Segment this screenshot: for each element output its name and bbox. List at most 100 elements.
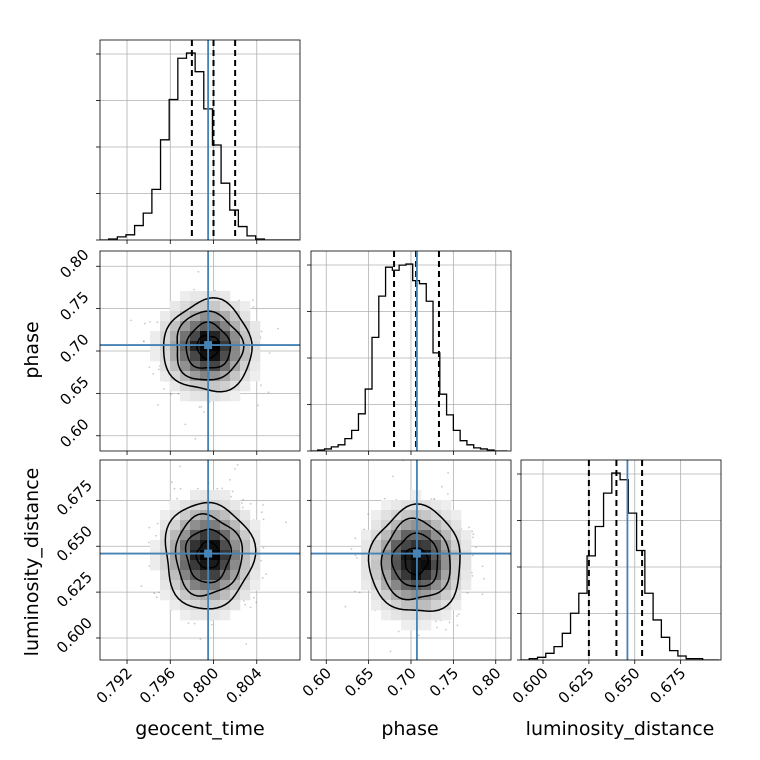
density-cell	[230, 351, 241, 362]
contours	[164, 501, 257, 610]
density-cell	[170, 530, 181, 541]
density-cell	[391, 500, 402, 511]
sample-point	[198, 406, 201, 408]
density-cell	[210, 580, 221, 591]
density-cell	[220, 341, 231, 352]
truth-marker	[412, 549, 421, 558]
density-cell	[431, 520, 442, 531]
histogram-step	[100, 52, 299, 240]
x-axis-label-geocent-time: geocent_time	[135, 718, 264, 740]
density-cell	[421, 520, 432, 531]
density-cell	[230, 580, 241, 591]
sample-point	[483, 577, 485, 580]
density-cell	[210, 490, 221, 501]
density-cell	[190, 510, 201, 521]
density-cell	[240, 351, 251, 362]
density-cell	[210, 361, 221, 372]
density-cell	[250, 570, 261, 581]
density-cell	[210, 550, 221, 561]
density-cell	[371, 600, 382, 611]
density-cell	[240, 510, 251, 521]
density-cell	[210, 600, 221, 611]
grid	[311, 251, 511, 451]
density-cell	[381, 530, 392, 541]
sample-point	[471, 530, 473, 533]
density-cell	[391, 600, 402, 611]
density-cell	[240, 301, 251, 312]
sample-point	[392, 475, 394, 478]
density-cell	[210, 520, 221, 531]
contour-line	[380, 517, 451, 601]
density-cell	[200, 560, 211, 571]
y-tick-label: 0.80	[56, 246, 92, 282]
density-cell	[401, 500, 412, 511]
density-cell	[160, 550, 171, 561]
density-cell	[361, 560, 372, 571]
sample-point	[383, 497, 386, 500]
density-cell	[381, 600, 392, 611]
sample-point	[472, 533, 475, 536]
density-cell	[230, 331, 241, 342]
density-cell	[381, 500, 392, 511]
density-cell	[170, 381, 181, 392]
contours	[367, 503, 461, 612]
density-cell	[391, 550, 402, 561]
hist-panel-phase	[307, 250, 512, 455]
sample-point	[262, 546, 265, 549]
sample-point	[230, 495, 232, 498]
density-cell	[220, 291, 231, 302]
sample-point	[472, 536, 474, 539]
density-cell	[220, 321, 231, 332]
sample-point	[147, 541, 150, 544]
density-cell	[461, 530, 472, 541]
density-cell	[401, 570, 412, 581]
density-cell	[230, 301, 241, 312]
density-cell	[220, 311, 231, 322]
density-cell	[180, 331, 191, 342]
density-cell	[441, 610, 452, 621]
density-cell	[200, 391, 211, 402]
density-cell	[150, 331, 161, 342]
sample-point	[187, 622, 190, 624]
sample-point	[200, 405, 203, 408]
density-cell	[441, 600, 452, 611]
density-cell	[190, 490, 201, 501]
x-tick-label: 0.625	[555, 664, 598, 707]
density-cell	[230, 530, 241, 541]
sample-point	[245, 643, 248, 645]
sample-point	[177, 392, 180, 395]
density-cell	[461, 550, 472, 561]
y-tick-label: 0.60	[56, 415, 92, 451]
density-cell	[381, 550, 392, 561]
density-cell	[210, 311, 221, 322]
density-cell	[180, 570, 191, 581]
density-cell	[180, 321, 191, 332]
sample-point	[179, 487, 182, 490]
sample-point	[229, 478, 231, 481]
density-cell	[170, 570, 181, 581]
density-cell	[250, 361, 261, 372]
density-cell	[240, 371, 251, 382]
density-cell	[180, 590, 191, 601]
sample-point	[208, 401, 211, 404]
density-cell	[190, 371, 201, 382]
density-cell	[230, 371, 241, 382]
density-cell	[220, 381, 231, 392]
density-cell	[441, 570, 452, 581]
sample-point	[243, 600, 245, 602]
density-cell	[421, 510, 432, 521]
sample-point	[143, 340, 145, 343]
density-cell	[200, 530, 211, 541]
density-cell	[391, 610, 402, 621]
contour-line	[162, 297, 253, 393]
density-cell	[160, 371, 171, 382]
sample-point	[436, 626, 438, 629]
density-cell	[461, 540, 472, 551]
density-cell	[190, 610, 201, 621]
density-cell	[361, 570, 372, 581]
density-cell	[381, 570, 392, 581]
sample-point	[471, 575, 474, 577]
density-cell	[381, 510, 392, 521]
sample-point	[163, 388, 166, 390]
density-cell	[210, 331, 221, 342]
